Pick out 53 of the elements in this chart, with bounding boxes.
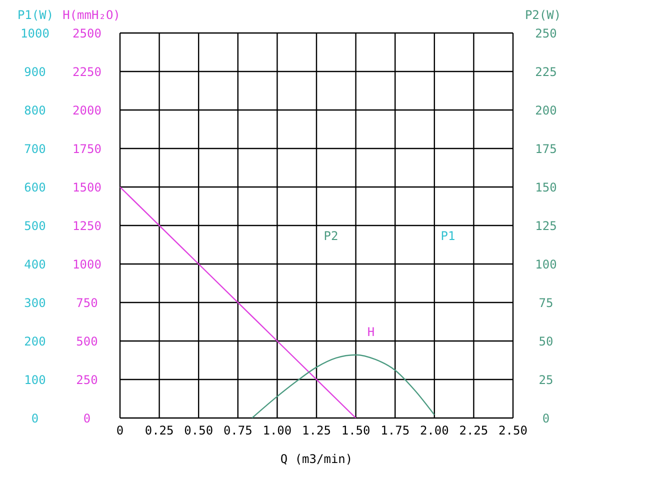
y2-tick-label: 250 (535, 26, 557, 40)
y-tick-label: 750 (76, 296, 98, 310)
x-tick-label: 2.25 (459, 424, 488, 438)
x-tick-label: 0.50 (184, 424, 214, 438)
line-series (120, 186, 356, 418)
y3-tick-label: 300 (24, 296, 46, 310)
y-tick-label: 0 (83, 411, 91, 426)
x-tick-label: 1.25 (302, 424, 331, 438)
y3-tick-label: 400 (24, 257, 46, 272)
y-tick-label: 1250 (72, 218, 102, 233)
y2-tick-label: 0 (542, 411, 550, 426)
y3-tick-label: 800 (24, 103, 46, 118)
y2-tick-label: 225 (535, 64, 557, 79)
y3-tick-label: 100 (24, 372, 46, 387)
y3-tick-label: 900 (24, 64, 46, 79)
x-tick-label: 2.50 (498, 424, 528, 438)
x-axis-title: Q (m3/min) (280, 452, 353, 466)
y3-tick-label: 600 (24, 180, 46, 194)
y3-tick-label: 200 (24, 334, 46, 348)
y2-tick-label: 50 (538, 334, 554, 348)
x-tick-label: 1.00 (262, 424, 292, 438)
annotation: P1 (440, 229, 456, 243)
y2-tick-label: 150 (535, 180, 557, 194)
y-tick-label: 1500 (72, 180, 102, 194)
x-tick-label: 1.75 (380, 424, 410, 438)
x-tick-label: 0.75 (223, 424, 252, 438)
y2-tick-label: 175 (535, 142, 557, 156)
y-tick-label: 250 (76, 372, 98, 387)
y-tick-label: 1750 (72, 142, 102, 156)
x-tick-label: 2.00 (420, 424, 449, 438)
annotation: H (367, 325, 375, 339)
y2-tick-label: 100 (535, 257, 557, 272)
x-tick-label: 0.25 (144, 424, 174, 438)
y-tick-label: 1000 (72, 257, 102, 272)
y-tick-label: 2250 (72, 64, 102, 79)
y-tick-label: 500 (76, 334, 98, 348)
y2-tick-label: 75 (538, 296, 554, 310)
x-tick-label: 1.50 (341, 424, 370, 438)
y2-tick-label: 200 (535, 103, 557, 118)
y3-tick-label: 1000 (20, 26, 50, 40)
line-series (251, 354, 435, 418)
y-tick-label: 2000 (72, 103, 102, 118)
x-tick-label: 0 (116, 424, 124, 438)
y3-tick-label: 500 (24, 218, 46, 233)
y2-tick-label: 25 (538, 372, 554, 387)
y-axis-title: H(mmH₂O) (62, 8, 120, 22)
y3-tick-label: 0 (31, 411, 39, 426)
y3-axis-title: P1(W) (17, 8, 54, 22)
y2-tick-label: 125 (535, 218, 557, 233)
annotation: P2 (324, 229, 338, 243)
y-tick-label: 2500 (72, 26, 102, 40)
y2-axis-title: P2(W) (524, 8, 562, 22)
y3-tick-label: 700 (24, 142, 46, 156)
